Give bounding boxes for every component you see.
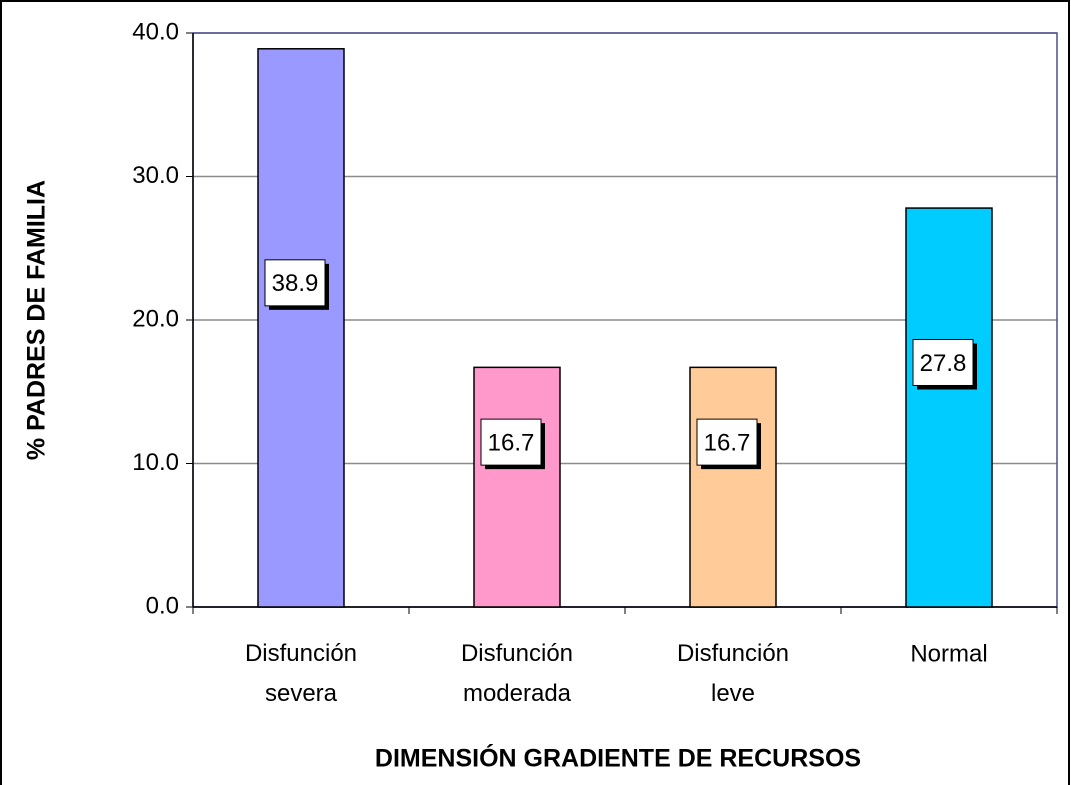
data-label: 16.7 [488,429,535,456]
y-tick-label: 40.0 [132,18,179,45]
data-label-box [696,418,758,466]
x-axis-label: DIMENSIÓN GRADIENTE DE RECURSOS [375,743,861,773]
data-label: 27.8 [920,350,967,377]
x-tick-label: Disfunción severa [245,640,357,707]
data-label-box [912,338,974,386]
bar [257,48,345,608]
data-label-box [264,259,326,307]
bar [689,366,777,608]
y-tick-label: 30.0 [132,162,179,189]
data-label-box [480,418,542,466]
bar [905,207,993,608]
bar [473,366,561,608]
data-label: 16.7 [704,429,751,456]
x-tick-label: Disfunción leve [677,640,789,707]
y-axis-label: % PADRES DE FAMILIA [23,180,51,460]
y-tick-label: 0.0 [146,592,179,619]
x-tick-label: Disfunción moderada [461,640,573,707]
y-tick-label: 20.0 [132,305,179,332]
data-label: 38.9 [272,270,319,297]
y-tick-label: 10.0 [132,449,179,476]
x-tick-label: Normal [910,640,987,667]
